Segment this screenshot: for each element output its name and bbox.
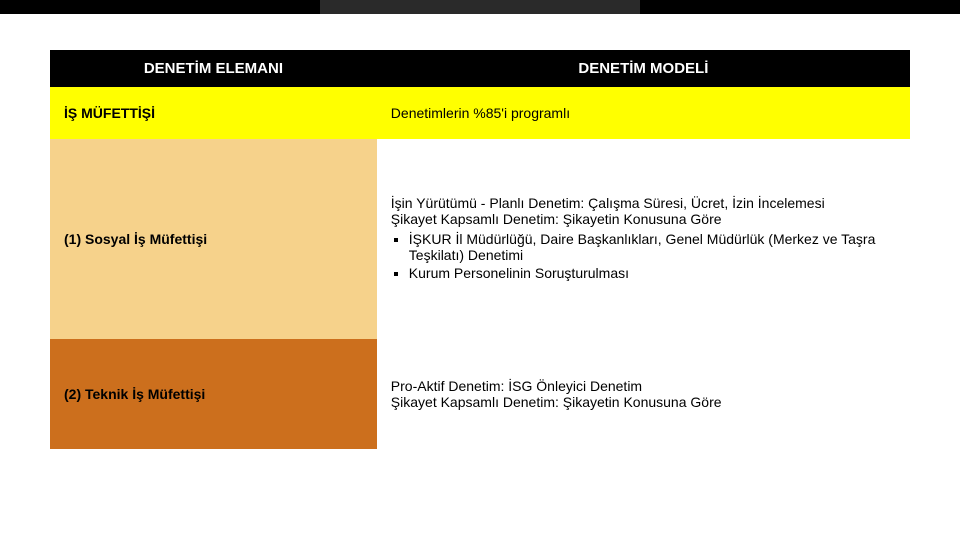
- row1-right: Denetimlerin %85'i programlı: [377, 87, 910, 139]
- row3-line1: Pro-Aktif Denetim: İSG Önleyici Denetim: [391, 378, 896, 394]
- row2-line2: Şikayet Kapsamlı Denetim: Şikayetin Konu…: [391, 211, 896, 227]
- table-row: İŞ MÜFETTİŞİ Denetimlerin %85'i programl…: [50, 87, 910, 139]
- audit-table: DENETİM ELEMANI DENETİM MODELİ İŞ MÜFETT…: [50, 50, 910, 449]
- row2-bullets: İŞKUR İl Müdürlüğü, Daire Başkanlıkları,…: [409, 231, 896, 281]
- top-accent-bar: [0, 0, 960, 14]
- row2-right: İşin Yürütümü - Planlı Denetim: Çalışma …: [377, 139, 910, 339]
- row2-left: (1) Sosyal İş Müfettişi: [50, 139, 377, 339]
- row3-right: Pro-Aktif Denetim: İSG Önleyici Denetim …: [377, 339, 910, 449]
- header-col2: DENETİM MODELİ: [377, 50, 910, 87]
- accent-seg-3: [640, 0, 960, 14]
- table-row: (1) Sosyal İş Müfettişi İşin Yürütümü - …: [50, 139, 910, 339]
- row3-left: (2) Teknik İş Müfettişi: [50, 339, 377, 449]
- accent-seg-2: [320, 0, 640, 14]
- table-header-row: DENETİM ELEMANI DENETİM MODELİ: [50, 50, 910, 87]
- row2-bullet2: Kurum Personelinin Soruşturulması: [409, 265, 896, 281]
- row2-bullet1: İŞKUR İl Müdürlüğü, Daire Başkanlıkları,…: [409, 231, 896, 263]
- header-col1: DENETİM ELEMANI: [50, 50, 377, 87]
- row2-line1: İşin Yürütümü - Planlı Denetim: Çalışma …: [391, 195, 896, 211]
- accent-seg-1: [0, 0, 320, 14]
- row3-line2: Şikayet Kapsamlı Denetim: Şikayetin Konu…: [391, 394, 896, 410]
- row1-left: İŞ MÜFETTİŞİ: [50, 87, 377, 139]
- table-row: (2) Teknik İş Müfettişi Pro-Aktif Deneti…: [50, 339, 910, 449]
